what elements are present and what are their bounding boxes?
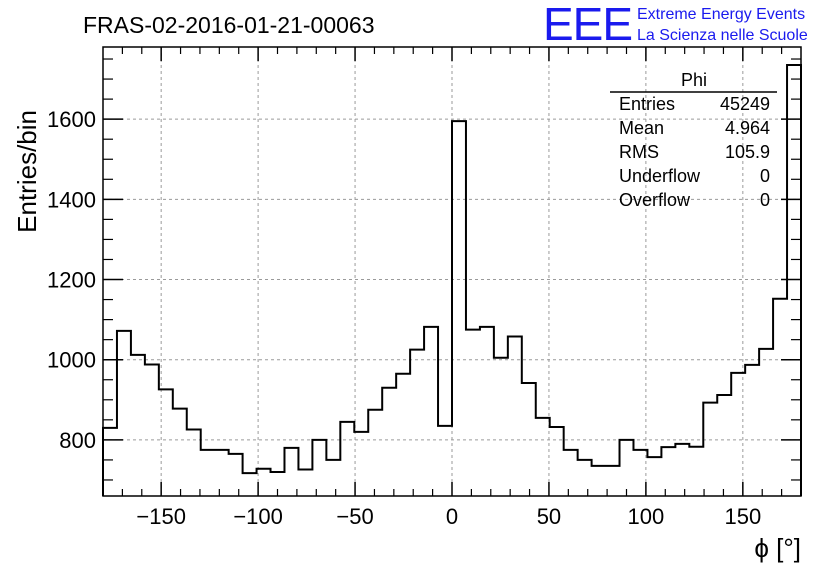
histogram-bin [103,428,117,496]
stats-label: Mean [619,118,664,138]
histogram-bin [550,427,564,496]
y-tick-label: 1200 [47,268,96,293]
histogram-bin [187,429,201,496]
histogram-bin [173,409,187,496]
histogram-bin [382,388,396,496]
stats-value: 0 [760,166,770,186]
histogram-bin [354,432,368,496]
histogram-bin [759,349,773,496]
x-tick-label: 50 [537,504,561,529]
tick-labels: −150 −100 −50 0 50 100 150 800 1000 1200 1400 1600 [47,107,761,529]
stats-value: 4.964 [725,118,770,138]
histogram-bin [522,383,536,496]
histogram-bin [131,355,145,496]
histogram-bin [647,457,661,496]
stats-value: 0 [760,190,770,210]
histogram-bin [745,365,759,496]
histogram-bin [466,330,480,496]
histogram-bin [452,121,466,496]
histogram-bin [661,447,675,496]
histogram-bin [243,473,257,496]
stats-label: Underflow [619,166,701,186]
histogram-bin [689,447,703,496]
histogram-bin [578,460,592,496]
histogram-bin [508,336,522,496]
logo-line-2: La Scienza nelle Scuole [637,27,808,44]
histogram-bin [312,440,326,496]
histogram-bin [787,65,801,496]
x-tick-label: −150 [136,504,186,529]
histogram-bin [340,422,354,496]
stats-rows: Entries 45249 Mean 4.964 RMS 105.9 Underflow 0 O… [619,94,770,210]
histogram-bin [396,374,410,496]
logo-mark: EEE [543,0,632,50]
x-axis-title: ϕ [°] [754,533,801,563]
histogram-bin [229,454,243,496]
histogram-bin [592,466,606,496]
histogram-bin [284,448,298,496]
histogram-bin [564,450,578,496]
axis-ticks [103,47,801,496]
histogram-bin [717,395,731,496]
histogram-outline [102,64,802,496]
y-tick-label: 800 [59,428,96,453]
stats-value: 105.9 [725,142,770,162]
stats-box: Phi Entries 45249 Mean 4.964 RMS 105.9 Underfl… [610,70,777,210]
chart-title: FRAS-02-2016-01-21-00063 [83,12,375,38]
histogram-bin [424,327,438,496]
histogram-bin [703,403,717,496]
histogram-bin [494,358,508,496]
histogram-bin [368,410,382,496]
histogram-bin [201,450,215,496]
stats-title: Phi [681,70,707,90]
x-tick-label: 0 [446,504,458,529]
stats-label: Overflow [619,190,691,210]
histogram-bin [410,350,424,496]
x-tick-label: 150 [724,504,761,529]
histogram-bin [480,327,494,496]
x-tick-label: −50 [336,504,373,529]
logo-line-1: Extreme Energy Events [637,6,805,23]
y-axis-title: Entries/bin [12,110,42,233]
histogram-bin [215,450,229,496]
histogram-bin [675,444,689,496]
x-tick-label: 100 [628,504,665,529]
y-tick-label: 1000 [47,348,96,373]
histogram-bin [159,389,173,496]
histogram-bin [773,299,787,496]
histogram-bin [731,373,745,496]
histogram-bin [117,331,131,496]
y-tick-label: 1600 [47,107,96,132]
histogram-bin [536,418,550,496]
histogram-bin [145,365,159,496]
histogram-bin [620,440,634,496]
histogram-bin [326,460,340,496]
histogram-bin [438,426,452,496]
stats-label: RMS [619,142,659,162]
stats-value: 45249 [720,94,770,114]
stats-label: Entries [619,94,675,114]
histogram-bin [298,470,312,496]
x-tick-label: −100 [233,504,283,529]
y-tick-label: 1400 [47,187,96,212]
histogram-series [102,64,802,496]
eee-logo: EEE Extreme Energy Events La Scienza nel… [543,0,808,50]
